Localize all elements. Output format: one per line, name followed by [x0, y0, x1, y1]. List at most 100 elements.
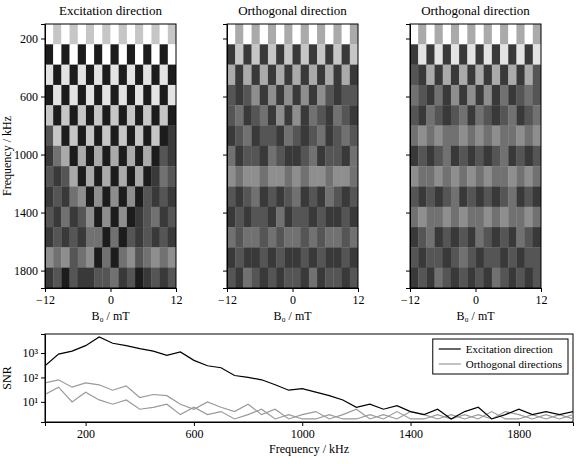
heatmap-cell — [143, 268, 151, 288]
heatmap-cell — [317, 65, 325, 86]
tick — [223, 271, 227, 272]
heatmap-cell — [467, 166, 475, 187]
legend-box — [433, 339, 568, 374]
heatmap-cell — [435, 24, 443, 45]
heatmap-cell — [418, 126, 426, 147]
heatmap-cell — [508, 146, 516, 167]
heatmap-cell — [525, 65, 533, 86]
heatmap-cell — [86, 65, 94, 86]
heatmap-cell — [119, 247, 127, 268]
heatmap-cell — [284, 207, 292, 228]
heatmap-cell — [78, 24, 86, 45]
heatmap-cell — [252, 126, 260, 147]
heatmap-cell — [435, 166, 443, 187]
heatmap-cell — [235, 85, 243, 106]
heatmap-cell — [516, 105, 524, 126]
heatmap-cell — [418, 247, 426, 268]
heatmap-cell — [276, 24, 284, 45]
heatmap-cell — [227, 126, 235, 147]
heatmap-cell — [508, 207, 516, 228]
heatmap-cell — [45, 126, 53, 147]
heatmap-cell — [243, 44, 251, 65]
heatmap-cell — [276, 65, 284, 86]
heatmap-cell — [525, 105, 533, 126]
heatmap-cell — [350, 227, 358, 248]
heatmap-cell — [260, 227, 268, 248]
heatmap-cell — [350, 247, 358, 268]
heatmap-cell — [45, 207, 53, 228]
heatmap-cell — [317, 146, 325, 167]
heatmap-cell — [168, 85, 176, 106]
heatmap-cell — [168, 126, 176, 147]
tick-mark — [223, 97, 227, 98]
heatmap-cell — [325, 24, 333, 45]
heatmap-cell — [426, 166, 434, 187]
heatmap-cell — [243, 105, 251, 126]
heatmap-cell — [525, 85, 533, 106]
heatmap-cell — [61, 85, 69, 106]
heatmap-cell — [309, 186, 317, 207]
heatmap-cell — [426, 105, 434, 126]
heatmap-cell — [533, 24, 541, 45]
legend-swatch — [439, 363, 461, 364]
heatmap-cell — [119, 44, 127, 65]
tick — [406, 97, 410, 98]
heatmap-cell — [451, 105, 459, 126]
heatmap-cell — [252, 268, 260, 288]
heatmap-cell — [443, 207, 451, 228]
heatmap-cell — [268, 227, 276, 248]
heatmap-cell — [268, 65, 276, 86]
heatmap-cell — [410, 186, 418, 207]
tick-mark — [86, 422, 87, 426]
heatmap-cell — [78, 105, 86, 126]
heatmap-cell — [435, 105, 443, 126]
heatmap-cell — [325, 65, 333, 86]
heatmap-cell — [350, 268, 358, 288]
heatmap-cell — [410, 166, 418, 187]
heatmap-cell — [151, 65, 159, 86]
tick: 600 — [20, 90, 45, 104]
heatmap-cell — [325, 268, 333, 288]
heatmap-cell — [500, 126, 508, 147]
heatmap-cell — [70, 247, 78, 268]
heatmap-cell — [160, 227, 168, 248]
heatmap-cell — [418, 268, 426, 288]
heatmap-cell — [119, 186, 127, 207]
heatmap-cell — [317, 207, 325, 228]
heatmap-cell — [160, 207, 168, 228]
heatmap-cell — [484, 146, 492, 167]
heatmap-cell — [317, 105, 325, 126]
tick — [406, 213, 410, 214]
heatmap-cell — [484, 126, 492, 147]
heatmap-cell — [293, 227, 301, 248]
heatmap-cell — [500, 227, 508, 248]
tick: 10² — [22, 371, 45, 385]
heatmap-cell — [342, 44, 350, 65]
heatmap-cell — [143, 126, 151, 147]
heatmap-cell — [70, 44, 78, 65]
heatmap-cell — [350, 126, 358, 147]
heatmap-cell — [45, 65, 53, 86]
heatmap-cell — [168, 227, 176, 248]
heatmap-cell — [467, 268, 475, 288]
heatmap-cell — [111, 166, 119, 187]
heatmap-cell — [102, 24, 110, 45]
heatmap-cell — [410, 268, 418, 288]
heatmap-cell — [418, 207, 426, 228]
axis-line — [228, 289, 359, 293]
heatmap-cell — [78, 247, 86, 268]
heatmap-cell — [53, 24, 61, 45]
heatmap-cell — [325, 247, 333, 268]
heatmap-cell — [317, 227, 325, 248]
heatmap-cell — [492, 247, 500, 268]
heatmap-cell — [333, 44, 341, 65]
tick-label: 1000 — [291, 427, 315, 441]
heatmap-cell — [467, 65, 475, 86]
heatmap-cell — [317, 268, 325, 288]
heatmap-cell — [459, 85, 467, 106]
heatmap-cell — [451, 65, 459, 86]
series-line — [45, 337, 573, 419]
tick-label: 200 — [77, 427, 95, 441]
plot-frame — [45, 334, 573, 422]
heatmap-cell — [78, 207, 86, 228]
